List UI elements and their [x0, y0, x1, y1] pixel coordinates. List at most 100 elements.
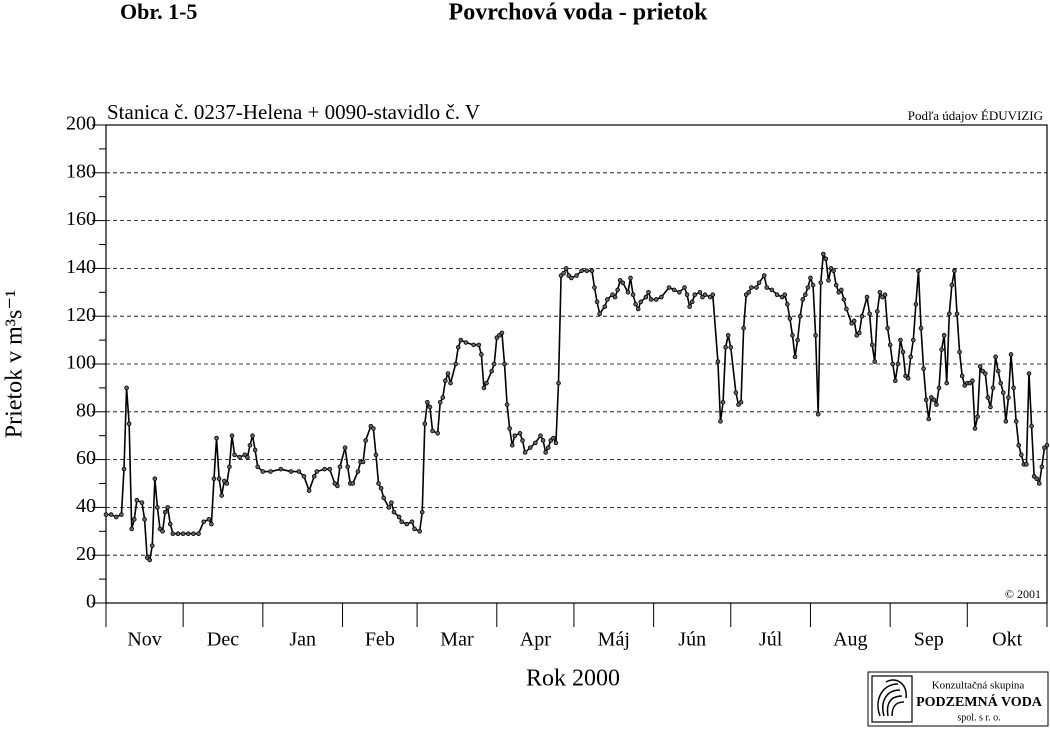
data-point — [723, 344, 728, 350]
data-point — [952, 268, 957, 274]
data-point — [491, 361, 497, 367]
data-point — [839, 287, 844, 293]
data-point — [131, 517, 137, 522]
x-tick-label: Júl — [759, 629, 783, 651]
data-point — [522, 450, 528, 455]
data-point — [697, 289, 703, 295]
data-point — [875, 309, 880, 314]
data-point — [185, 531, 191, 536]
data-point — [612, 294, 618, 300]
y-tick-label: 80 — [76, 399, 96, 421]
data-point — [756, 280, 762, 286]
y-tick-label: 40 — [76, 495, 96, 517]
y-tick-label: 60 — [76, 447, 96, 469]
data-point — [378, 485, 384, 491]
data-point — [954, 311, 960, 317]
data-point — [728, 344, 734, 350]
x-tick-label: Nov — [127, 629, 161, 651]
data-point — [527, 445, 533, 450]
data-point — [533, 440, 538, 446]
data-point — [833, 282, 839, 288]
data-point — [934, 402, 939, 407]
data-point — [931, 397, 937, 403]
data-point — [381, 495, 386, 501]
data-point — [738, 399, 744, 405]
data-point — [301, 474, 307, 479]
data-point — [926, 416, 932, 422]
data-point — [687, 304, 692, 309]
data-point — [774, 292, 780, 297]
data-point — [648, 297, 654, 302]
data-point — [898, 337, 903, 343]
data-point — [437, 399, 443, 405]
data-point — [857, 330, 862, 336]
data-point — [602, 304, 608, 309]
x-tick-label: Dec — [207, 629, 239, 651]
data-point — [939, 347, 944, 352]
data-point — [574, 273, 579, 278]
data-point — [227, 464, 232, 470]
data-point — [803, 292, 808, 297]
subtitle: Stanica č. 0237-Helena + 0090-stavidlo č… — [107, 100, 480, 124]
data-point — [219, 493, 224, 498]
data-point — [214, 435, 219, 441]
data-point — [545, 445, 551, 450]
markers — [103, 251, 1050, 563]
data-point — [990, 385, 996, 391]
y-tick-label: 160 — [66, 208, 96, 230]
data-point — [355, 469, 361, 474]
data-point — [126, 421, 132, 427]
data-point — [396, 514, 402, 520]
x-axis-label: Rok 2000 — [526, 666, 620, 692]
data-point — [476, 342, 482, 348]
x-tick-label: Sep — [914, 629, 944, 651]
data-point — [682, 285, 687, 290]
data-point — [895, 361, 901, 367]
data-point — [797, 313, 803, 319]
data-point — [425, 399, 430, 405]
data-point — [237, 454, 242, 460]
data-point — [1003, 419, 1009, 424]
data-point — [445, 371, 451, 376]
data-point — [941, 333, 947, 338]
data-point — [245, 454, 250, 460]
data-point — [247, 442, 253, 448]
data-point — [893, 378, 898, 384]
data-point — [538, 433, 543, 439]
y-tick-label: 140 — [66, 256, 96, 278]
data-point — [149, 543, 155, 548]
x-tick-label: Mar — [440, 629, 474, 651]
data-point — [764, 285, 770, 290]
data-point — [826, 278, 831, 283]
data-point — [754, 285, 759, 290]
logo: Konzultačná skupina PODZEMNÁ VODA spol. … — [867, 671, 1049, 727]
data-point — [502, 361, 507, 367]
y-axis-label: Prietok v m³s⁻¹ — [2, 290, 28, 438]
data-point — [630, 292, 636, 297]
data-point — [479, 352, 484, 357]
data-point — [998, 380, 1004, 386]
data-point — [448, 380, 453, 386]
data-point — [982, 371, 988, 376]
data-point — [972, 426, 978, 431]
data-point — [517, 431, 523, 436]
data-point — [666, 285, 672, 290]
data-point — [255, 464, 260, 470]
data-point — [288, 469, 294, 474]
data-point — [813, 333, 818, 338]
data-point — [422, 421, 428, 427]
data-point — [795, 337, 800, 343]
data-point — [113, 514, 119, 520]
data-point — [296, 469, 302, 474]
data-point — [337, 464, 343, 470]
data-point — [597, 311, 602, 317]
data-point — [180, 531, 186, 536]
data-point — [108, 512, 114, 517]
data-point — [916, 268, 921, 274]
data-point — [851, 318, 857, 324]
data-point — [1029, 423, 1034, 429]
data-point — [970, 378, 975, 384]
data-point — [1024, 462, 1029, 467]
data-point — [782, 292, 788, 297]
